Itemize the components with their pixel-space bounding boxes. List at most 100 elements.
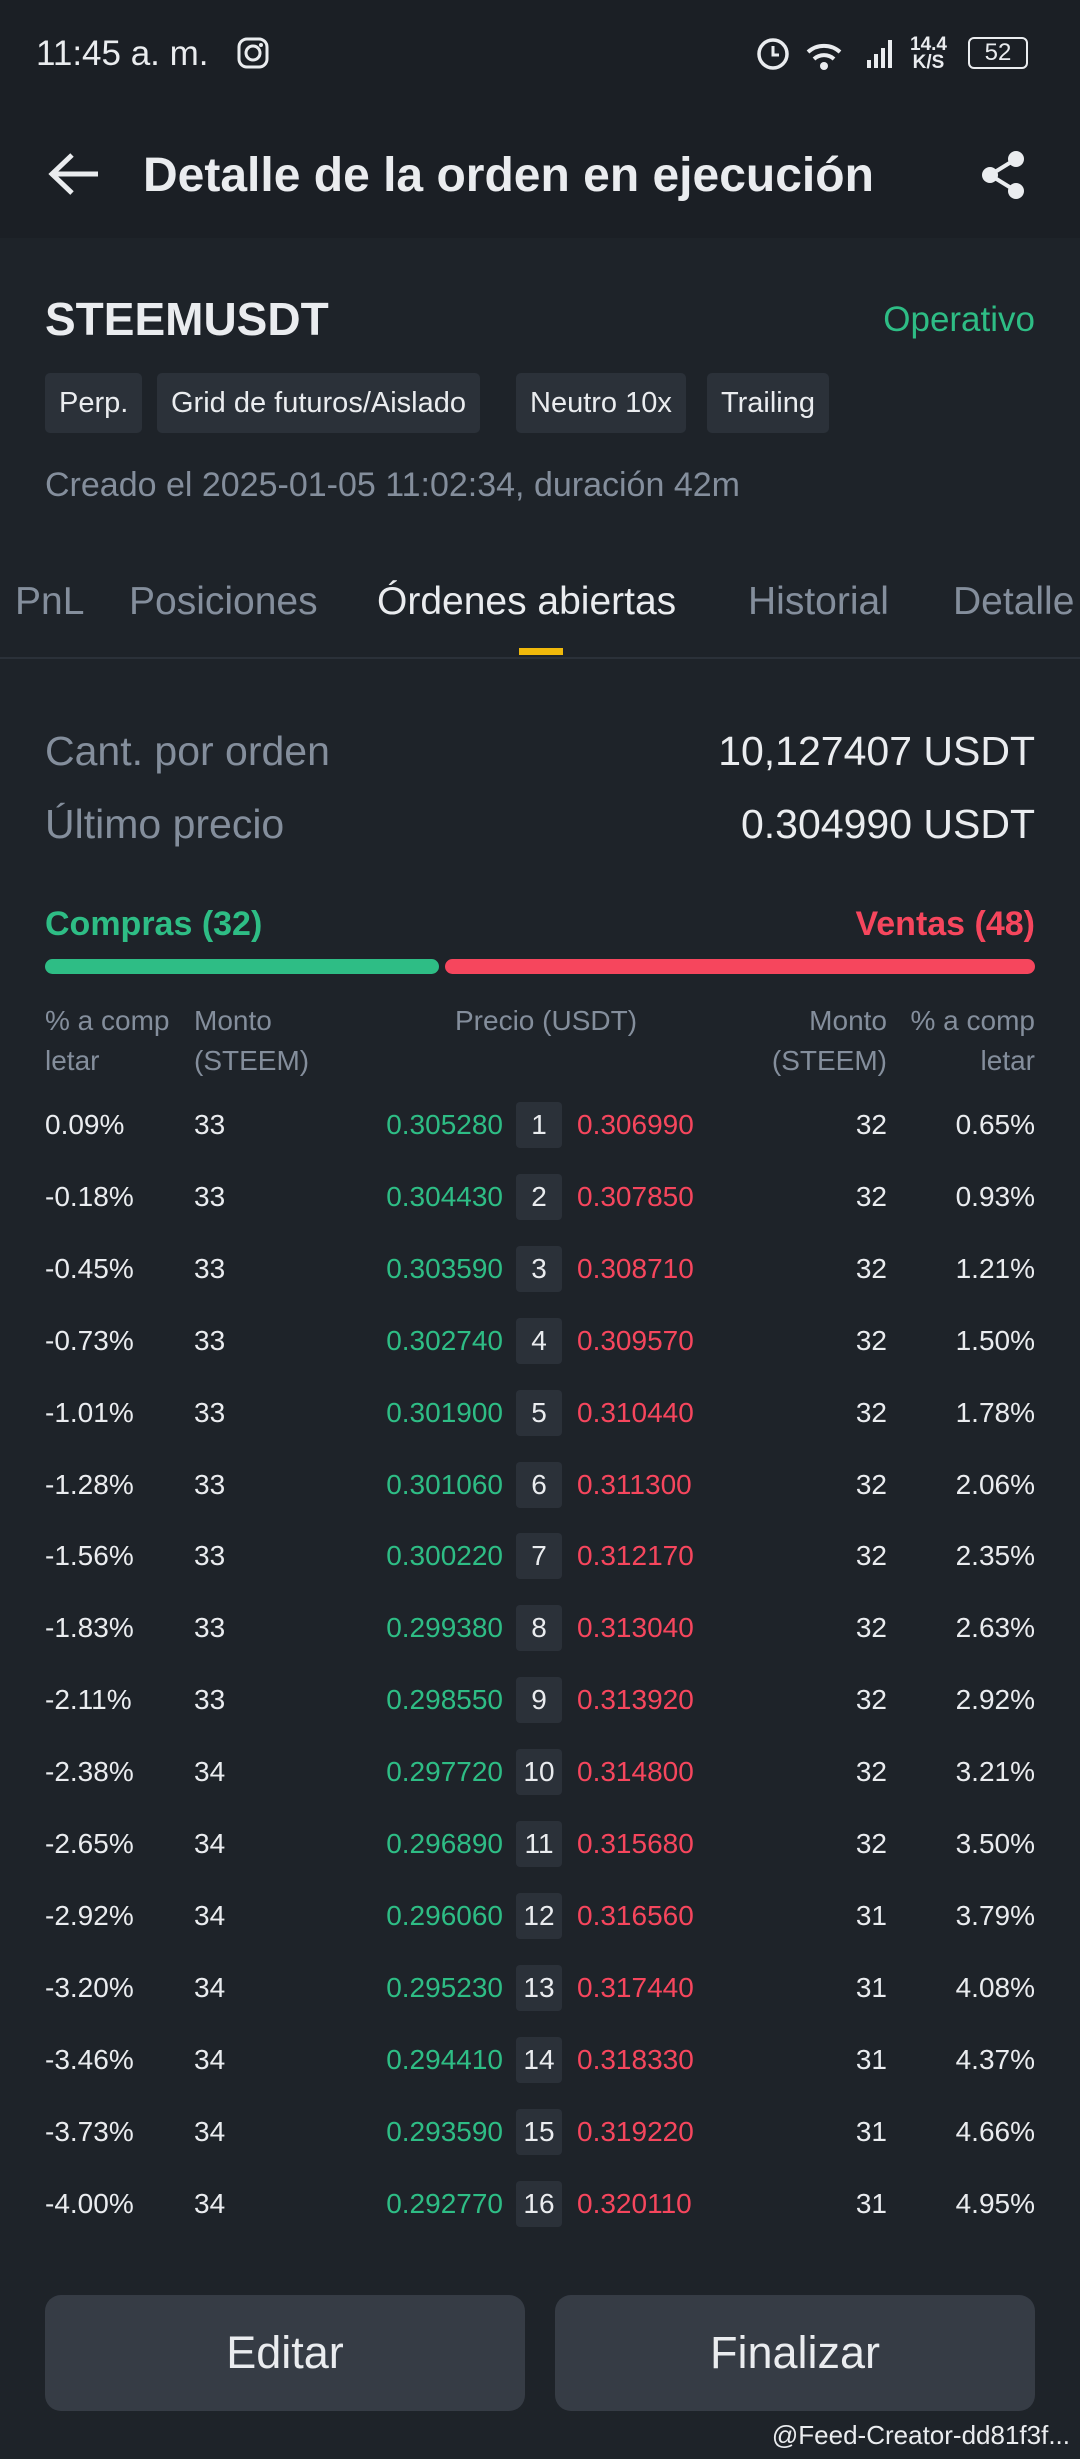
back-button[interactable]: [48, 152, 100, 196]
order-row: -0.18% 33 0.304430 2 0.307850 32 0.93%: [0, 1161, 1080, 1233]
level: 15: [516, 2108, 562, 2155]
level: 7: [516, 1533, 562, 1580]
share-button[interactable]: [980, 150, 1026, 200]
order-row: -3.20% 34 0.295230 13 0.317440 31 4.08%: [0, 1952, 1080, 2024]
stat-value: 0.304990 USDT: [740, 801, 1035, 847]
sell-amount: 31: [855, 2115, 887, 2147]
buy-price: 0.298550: [386, 1684, 503, 1716]
buy-price: 0.305280: [386, 1109, 503, 1140]
sell-percent: 4.66%: [955, 2115, 1035, 2147]
stat-value: 10,127407 USDT: [718, 728, 1035, 774]
watermark: @Feed-Creator-dd81f3f...: [771, 2420, 1070, 2451]
tab[interactable]: Posiciones: [129, 580, 318, 623]
sell-price: 0.315680: [577, 1828, 694, 1859]
tab[interactable]: Órdenes abiertas: [377, 580, 677, 623]
buy-price: 0.296060: [386, 1899, 503, 1931]
battery: 52: [968, 37, 1028, 69]
sell-price: 0.313920: [577, 1684, 694, 1716]
buy-price: 0.301060: [386, 1468, 503, 1500]
column-header: Precio (USDT): [455, 1005, 638, 1036]
order-row: -3.73% 34 0.293590 15 0.319220 31 4.66%: [0, 2096, 1080, 2168]
buy-price: 0.293590: [386, 2115, 503, 2147]
order-row: -2.92% 34 0.296060 12 0.316560 31 3.79%: [0, 1880, 1080, 1952]
tab[interactable]: Historial: [748, 580, 889, 623]
sell-price: 0.317440: [577, 1971, 694, 2003]
stat-label: Último precio: [45, 801, 285, 847]
buy-price: 0.301900: [386, 1396, 503, 1428]
buy-percent: 0.09%: [45, 1109, 125, 1140]
sell-price: 0.314800: [577, 1756, 694, 1788]
sell-amount: 31: [855, 1971, 887, 2003]
buy-percent: -0.45%: [45, 1252, 134, 1284]
sell-price: 0.313040: [577, 1612, 694, 1644]
order-row: 0.09% 33 0.305280 1 0.306990 32 0.65%: [0, 1089, 1080, 1161]
stat-label: Cant. por orden: [45, 728, 330, 774]
sell-amount: 32: [855, 1396, 887, 1428]
tab-bar: [0, 545, 1080, 659]
buy-percent: -1.56%: [45, 1540, 134, 1572]
buy-amount: 34: [194, 2187, 226, 2219]
buy-price: 0.294410: [386, 2043, 503, 2075]
sell-percent: 1.21%: [955, 1252, 1035, 1284]
sell-price: 0.307850: [577, 1180, 694, 1212]
sell-price: 0.308710: [577, 1252, 694, 1284]
buy-count: Compras (32): [45, 905, 263, 943]
sell-amount: 32: [855, 1756, 887, 1788]
sell-amount: 32: [855, 1828, 887, 1859]
sell-percent: 1.78%: [955, 1396, 1035, 1428]
sell-percent: 2.63%: [955, 1612, 1035, 1644]
buy-percent: -4.00%: [45, 2187, 134, 2219]
order-row: -0.45% 33 0.303590 3 0.308710 32 1.21%: [0, 1233, 1080, 1305]
buy-price: 0.292770: [386, 2187, 503, 2219]
sell-percent: 0.93%: [955, 1180, 1035, 1212]
sell-amount: 32: [855, 1612, 887, 1644]
sell-count: Ventas (48): [855, 905, 1035, 943]
buy-percent: -2.92%: [45, 1899, 134, 1931]
sell-percent: 4.08%: [955, 1971, 1035, 2003]
buy-amount: 33: [194, 1540, 226, 1572]
buy-amount: 33: [194, 1684, 226, 1716]
level: 6: [516, 1461, 562, 1508]
tab[interactable]: Detalle: [953, 580, 1075, 623]
buy-amount: 33: [194, 1180, 226, 1212]
instagram-icon: [237, 37, 269, 69]
buy-percent: -1.28%: [45, 1468, 134, 1500]
buy-percent: -0.18%: [45, 1180, 134, 1212]
order-row: -0.73% 33 0.302740 4 0.309570 32 1.50%: [0, 1305, 1080, 1377]
level: 9: [516, 1677, 562, 1724]
sell-amount: 31: [855, 2187, 887, 2219]
sell-price: 0.320110: [577, 2187, 692, 2219]
page-title: Detalle de la orden en ejecución: [143, 149, 874, 202]
tab[interactable]: PnL: [15, 580, 85, 623]
sell-amount: 31: [855, 2043, 887, 2075]
sell-percent: 4.37%: [955, 2043, 1035, 2075]
level: 1: [516, 1102, 562, 1148]
buy-price: 0.299380: [386, 1612, 503, 1644]
status: Operativo: [883, 300, 1035, 339]
buy-amount: 33: [194, 1324, 226, 1356]
sell-price: 0.319220: [577, 2115, 694, 2147]
edit-button[interactable]: Editar: [45, 2295, 525, 2411]
level: 16: [516, 2180, 562, 2227]
buy-price: 0.304430: [386, 1180, 503, 1212]
finish-button[interactable]: Finalizar: [555, 2295, 1035, 2411]
time: 11:45 a. m.: [36, 34, 209, 73]
sell-price: 0.318330: [577, 2043, 694, 2075]
level: 2: [516, 1173, 562, 1220]
sell-amount: 32: [855, 1684, 887, 1716]
tag: Grid de futuros/Aislado: [157, 373, 480, 433]
buy-bar: [45, 959, 439, 974]
sell-percent: 4.95%: [955, 2187, 1035, 2219]
sell-bar: [445, 959, 1035, 974]
tab-indicator: [519, 648, 563, 655]
tag: Perp.: [45, 373, 143, 433]
order-row: -4.00% 34 0.292770 16 0.320110 31 4.95%: [0, 2168, 1080, 2240]
sell-price: 0.311300: [577, 1468, 692, 1500]
sell-amount: 32: [855, 1180, 887, 1212]
top-bar: [0, 0, 1080, 238]
level: 8: [516, 1605, 562, 1652]
sell-percent: 3.79%: [955, 1899, 1035, 1931]
sell-percent: 2.35%: [955, 1540, 1035, 1572]
buy-percent: -1.01%: [45, 1396, 134, 1428]
buy-price: 0.297720: [386, 1756, 503, 1788]
